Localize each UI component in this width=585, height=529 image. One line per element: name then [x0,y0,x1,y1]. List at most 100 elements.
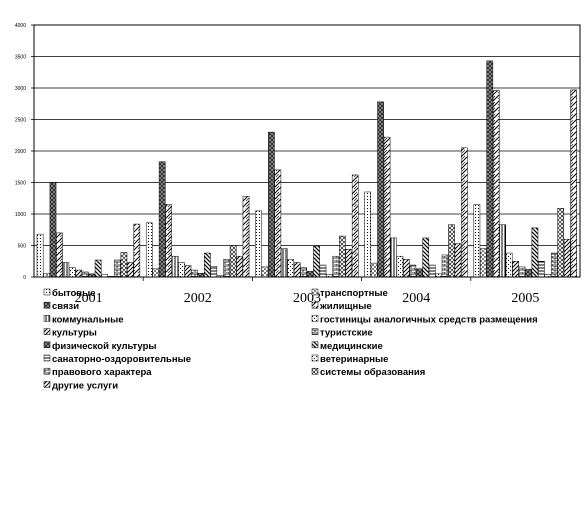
bar [550,252,558,278]
bar [145,222,153,278]
gridlines [34,24,580,246]
legend-label: туристские [320,328,373,339]
bar [75,269,83,278]
bar [236,255,243,278]
bar [409,264,417,278]
legend-label: гостиницы аналогичных средств размещения [320,314,538,325]
legend-swatch [43,341,51,349]
bar [499,224,507,278]
bar [56,232,63,278]
bar [127,262,134,278]
legend-swatch [311,354,319,362]
bar [223,259,231,278]
bar [210,266,218,278]
bar [525,269,532,278]
x-tick-label: 2004 [402,291,430,306]
bar [370,262,378,278]
legend-swatch [43,301,51,309]
bar [428,264,436,278]
bar [461,147,468,278]
legend-label: связи [52,301,79,312]
bar [242,196,250,278]
y-tick-label: 2500 [15,118,26,124]
bar [268,131,275,278]
bar [280,248,288,278]
bar [480,248,487,278]
bar [114,259,121,278]
bar [197,272,205,278]
bar [313,245,320,278]
legend-label: жилищные [319,301,372,312]
bar [300,267,307,278]
bar [293,262,301,278]
bar [538,261,545,278]
y-tick-label: 2000 [15,149,26,155]
bar [184,265,192,278]
bar [518,266,526,278]
bar [332,255,340,278]
bar [531,227,539,278]
bar [448,224,455,278]
bar [390,237,397,278]
x-tick-label: 2002 [184,291,212,306]
legend-swatch [43,354,51,362]
bar [171,255,179,278]
y-tick-label: 1500 [15,181,26,187]
y-tick-label: 3500 [15,55,26,61]
legend-label: медицинские [320,341,383,352]
bar [191,269,198,278]
y-tick-label: 4000 [15,23,26,29]
bars [36,60,577,278]
axes [33,24,581,281]
bar [229,245,237,278]
bar [69,267,76,278]
bar [486,60,494,278]
legend-swatch [43,367,51,375]
bar [152,268,160,278]
bar [403,259,410,278]
bar [339,235,346,278]
bar [557,208,565,278]
bar [415,268,423,278]
legend-label: коммунальные [52,314,124,325]
bar [306,271,314,278]
legend-label: системы образования [320,367,425,378]
bar [364,191,372,278]
bar [36,233,44,278]
bar [505,252,513,278]
legend-swatch [43,381,51,388]
bar [377,101,384,278]
bar [158,161,166,278]
legend-swatch [311,367,319,375]
bar [396,255,404,278]
bar [492,90,500,278]
y-tick-label: 1000 [15,212,26,218]
legend-label: бытовые [52,288,96,299]
y-tick-label: 0 [23,275,26,281]
bar [178,262,185,278]
legend-swatch [43,315,51,322]
bar [287,259,295,278]
legend-label: правового характера [52,367,152,378]
bar [570,89,577,278]
bar [255,210,262,278]
bar [49,182,57,278]
bar [563,238,571,278]
bar [351,174,359,278]
y-axis-ticks: 0 500 1000 1500 2000 2500 3000 3500 4000 [15,23,34,281]
x-tick-label: 2005 [511,291,539,306]
bar [473,204,481,278]
y-tick-label: 500 [18,244,27,250]
bar [43,272,50,278]
legend-label: санаторно-оздоровительные [52,354,191,365]
bar [204,252,211,278]
legend: бытовые транспортные связи жилищные коммунал… [43,288,538,391]
bar [165,204,172,278]
legend-swatch [311,315,319,322]
legend-label: транспортные [320,288,388,299]
legend-label: ветеринарные [320,354,388,365]
legend-swatch [311,328,319,335]
legend-label: другие услуги [52,380,118,391]
legend-swatch [311,341,319,349]
